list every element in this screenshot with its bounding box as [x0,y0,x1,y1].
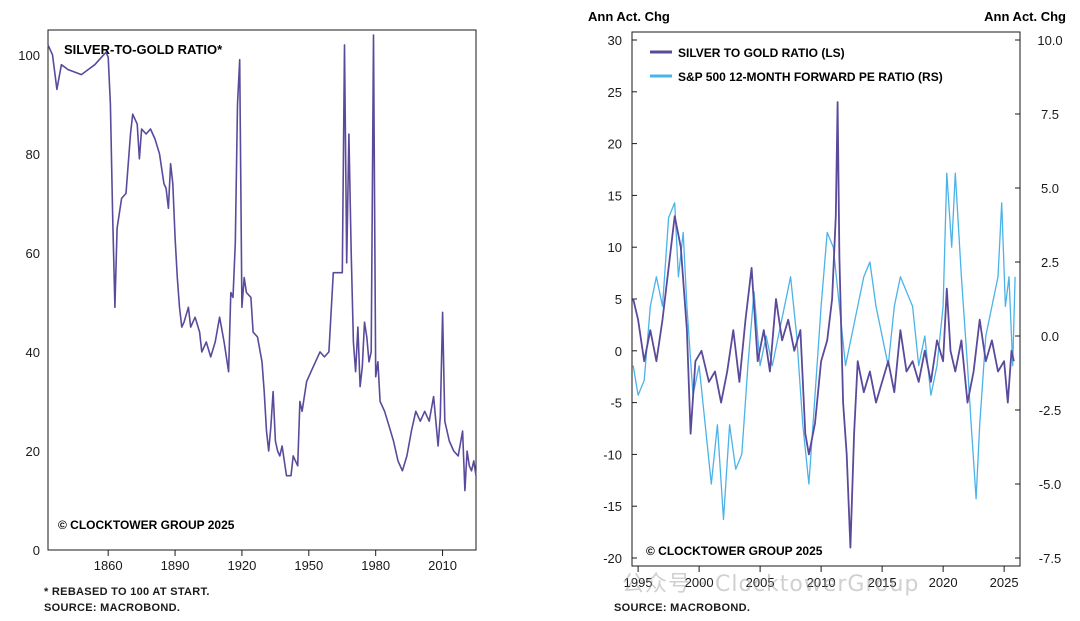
right-series-layer [632,101,1016,549]
left-x-tick-label: 1980 [361,558,390,573]
right-left-y-tick-label: 25 [608,85,622,100]
right-right-y-tick-label: -7.5 [1039,551,1061,566]
silver-gold-ratio-line [632,101,1015,549]
right-right-y-axis: -7.5 -5.0 -2.5 0.0 2.5 5.0 7.5 10.0 [1015,33,1063,566]
right-chart-copyright: © CLOCKTOWER GROUP 2025 [646,544,823,558]
left-chart-inner-title: SILVER-TO-GOLD RATIO* [64,42,223,57]
right-plot-frame [631,31,1021,567]
right-x-tick-label: 2025 [990,575,1019,590]
left-x-tick-label: 2010 [428,558,457,573]
right-left-y-tick-label: -5 [610,396,622,411]
legend-label: SILVER TO GOLD RATIO (LS) [678,46,845,60]
silver-gold-ratio-line [47,34,477,492]
left-y-tick-label: 40 [26,345,40,360]
legend-label: S&P 500 12-MONTH FORWARD PE RATIO (RS) [678,70,943,84]
right-right-y-tick-label: 0.0 [1041,329,1059,344]
left-y-tick-label: 80 [26,147,40,162]
right-x-tick-label: 2000 [685,575,714,590]
right-x-tick-label: 2015 [868,575,897,590]
right-x-tick-label: 2010 [807,575,836,590]
right-x-tick-label: 1995 [624,575,653,590]
left-x-tick-label: 1920 [227,558,256,573]
left-x-tick-label: 1950 [294,558,323,573]
right-right-y-tick-label: -5.0 [1039,477,1061,492]
right-x-axis: 1995 2000 2005 2010 2015 2020 2025 [624,566,1019,590]
left-y-tick-label: 0 [33,543,40,558]
silver-to-gold-ratio-chart: SILVER-TO-GOLD RATIO* © CLOCKTOWER GROUP… [18,29,477,573]
right-right-axis-title: Ann Act. Chg [984,9,1066,24]
right-right-y-tick-label: 2.5 [1041,255,1059,270]
right-left-axis-title: Ann Act. Chg [588,9,670,24]
left-y-tick-label: 100 [18,48,40,63]
right-source: SOURCE: MACROBOND. [614,602,751,614]
right-left-y-tick-label: 20 [608,137,622,152]
right-left-y-tick-label: 30 [608,33,622,48]
watermark-text: 公众号 · ClocktowerGroup [622,572,920,597]
sp500-pe-ratio-line [632,172,1016,521]
left-plot-frame [47,29,477,551]
right-left-y-tick-label: 10 [608,240,622,255]
right-right-y-tick-label: 10.0 [1037,33,1062,48]
right-right-y-tick-label: 7.5 [1041,107,1059,122]
left-x-tick-label: 1890 [161,558,190,573]
right-left-y-tick-label: 0 [615,344,622,359]
right-legend: SILVER TO GOLD RATIO (LS) S&P 500 12-MONT… [650,46,943,84]
left-footnote: * REBASED TO 100 AT START. [44,586,210,598]
left-x-axis: 1860 1890 1920 1950 1980 2010 [94,550,457,573]
left-y-axis: 0 20 40 60 80 100 [18,48,40,558]
right-right-y-tick-label: 5.0 [1041,181,1059,196]
left-source: SOURCE: MACROBOND. [44,602,181,614]
right-left-y-tick-label: 15 [608,188,622,203]
right-left-y-tick-label: -15 [603,499,622,514]
left-y-tick-label: 60 [26,246,40,261]
right-left-y-tick-label: 5 [615,292,622,307]
left-series-layer [47,34,477,492]
right-x-tick-label: 2020 [929,575,958,590]
left-x-tick-label: 1860 [94,558,123,573]
right-left-y-tick-label: -10 [603,447,622,462]
silver-gold-vs-pe-chart: Ann Act. Chg Ann Act. Chg -20 -15 -10 -5 0 5 1… [588,9,1066,590]
right-right-y-tick-label: -2.5 [1039,403,1061,418]
right-x-tick-label: 2005 [746,575,775,590]
right-left-y-tick-label: -20 [603,551,622,566]
left-y-tick-label: 20 [26,444,40,459]
right-left-y-axis: -20 -15 -10 -5 0 5 10 15 20 25 30 [603,33,637,566]
left-chart-copyright: © CLOCKTOWER GROUP 2025 [58,518,235,532]
